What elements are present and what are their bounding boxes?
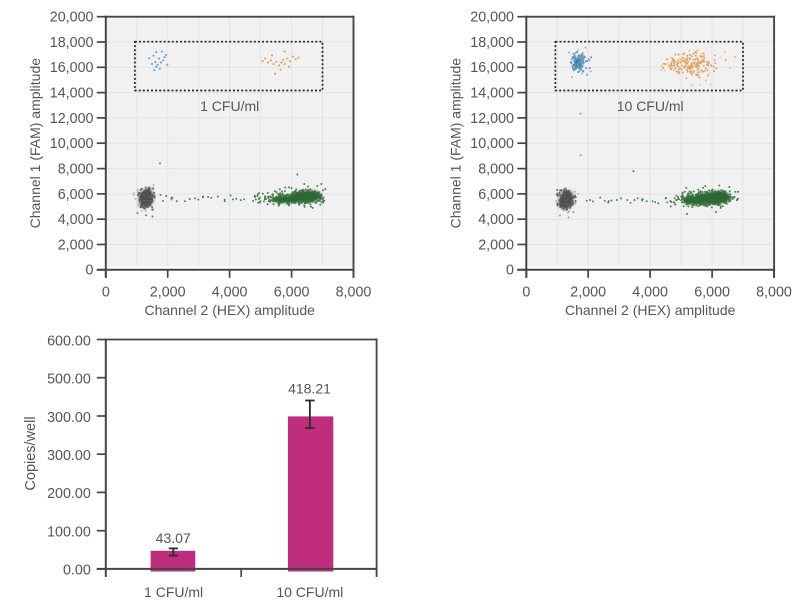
svg-text:20,000: 20,000 [50,10,94,26]
svg-text:8,000: 8,000 [756,284,792,300]
svg-text:0.00: 0.00 [63,563,91,579]
svg-text:8,000: 8,000 [336,284,372,300]
svg-text:12,000: 12,000 [50,111,94,127]
svg-text:0: 0 [506,263,514,279]
svg-text:10 CFU/ml: 10 CFU/ml [617,98,684,114]
svg-text:10,000: 10,000 [50,136,94,152]
svg-text:2,000: 2,000 [478,237,514,253]
svg-text:Channel 2 (HEX) amplitude: Channel 2 (HEX) amplitude [144,302,315,318]
svg-text:300.00: 300.00 [47,410,91,426]
svg-text:Copies/well: Copies/well [23,416,39,490]
svg-text:1 CFU/ml: 1 CFU/ml [144,584,203,600]
svg-text:Channel 1 (FAM) amplitude: Channel 1 (FAM) amplitude [448,58,464,229]
svg-text:4,000: 4,000 [632,284,668,300]
svg-text:43.07: 43.07 [156,530,191,546]
svg-text:100.00: 100.00 [47,525,91,541]
svg-text:600.00: 600.00 [47,333,91,349]
svg-text:Channel 1 (FAM) amplitude: Channel 1 (FAM) amplitude [27,58,43,229]
svg-text:10,000: 10,000 [470,136,514,152]
svg-text:4,000: 4,000 [58,212,94,228]
svg-text:2,000: 2,000 [570,284,606,300]
svg-text:10 CFU/ml: 10 CFU/ml [276,584,343,600]
svg-text:0: 0 [102,284,110,300]
svg-text:6,000: 6,000 [694,284,730,300]
svg-text:12,000: 12,000 [470,111,514,127]
svg-text:300.00: 300.00 [47,448,91,464]
svg-text:6,000: 6,000 [58,187,94,203]
svg-text:18,000: 18,000 [50,35,94,51]
svg-text:6,000: 6,000 [274,284,310,300]
svg-text:14,000: 14,000 [470,86,514,102]
svg-text:1 CFU/ml: 1 CFU/ml [200,98,259,114]
svg-text:6,000: 6,000 [478,187,514,203]
svg-text:16,000: 16,000 [470,60,514,76]
svg-text:0: 0 [86,263,94,279]
svg-text:418.21: 418.21 [288,381,331,397]
svg-text:2,000: 2,000 [58,237,94,253]
svg-text:0: 0 [522,284,530,300]
svg-text:18,000: 18,000 [470,35,514,51]
svg-text:200.00: 200.00 [47,486,91,502]
svg-text:500.00: 500.00 [47,372,91,388]
svg-text:4,000: 4,000 [212,284,248,300]
svg-text:Channel 2 (HEX) amplitude: Channel 2 (HEX) amplitude [565,302,736,318]
svg-text:8,000: 8,000 [478,162,514,178]
svg-text:14,000: 14,000 [50,86,94,102]
svg-text:8,000: 8,000 [58,162,94,178]
svg-text:4,000: 4,000 [478,212,514,228]
svg-text:20,000: 20,000 [470,10,514,26]
svg-text:2,000: 2,000 [150,284,186,300]
svg-text:16,000: 16,000 [50,60,94,76]
